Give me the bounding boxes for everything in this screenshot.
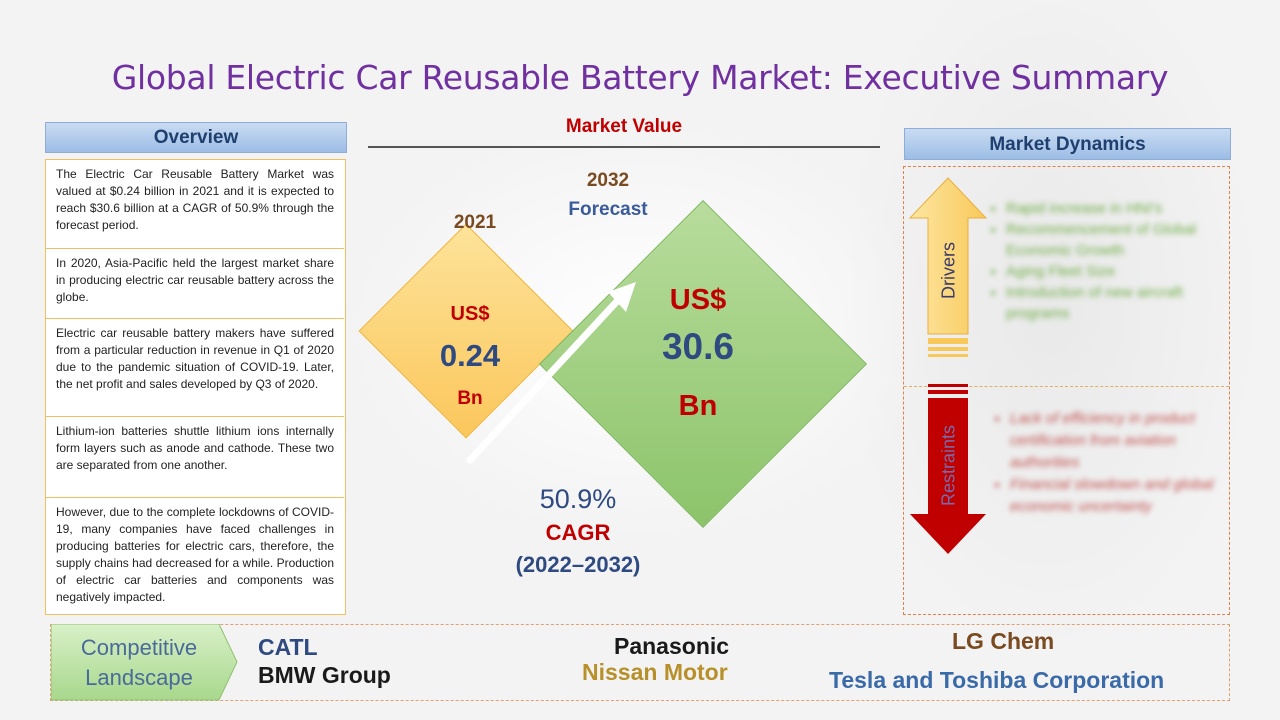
forecast-label: Forecast: [568, 199, 648, 220]
restraints-label: Restraints: [938, 424, 959, 507]
market-dynamics-header: Market Dynamics: [904, 128, 1231, 160]
unit-2021: Bn: [457, 388, 483, 409]
cagr-label: CAGR: [545, 520, 611, 545]
market-value-title: Market Value: [565, 116, 683, 137]
value-2032: 30.6: [661, 326, 734, 367]
cagr-value: 50.9%: [539, 484, 617, 514]
driver-item: Introduction of new aircraft programs: [1006, 282, 1230, 324]
company-lg-chem: LG Chem: [952, 628, 1055, 654]
label-line: Competitive: [80, 635, 198, 660]
company-bmw: BMW Group: [258, 662, 391, 688]
cagr-period: (2022–2032): [515, 552, 641, 577]
currency-2021: US$: [450, 303, 490, 325]
overview-panel: The Electric Car Reusable Battery Market…: [45, 159, 346, 615]
overview-header: Overview: [45, 122, 347, 153]
overview-item: Electric car reusable battery makers hav…: [46, 319, 344, 417]
restraint-item: Lack of efficiency in product certificat…: [1010, 408, 1230, 474]
growth-arrow-icon: [466, 282, 636, 464]
currency-2032: US$: [669, 284, 727, 316]
market-dynamics-panel: [903, 166, 1230, 615]
restraints-list: Lack of efficiency in product certificat…: [996, 408, 1230, 518]
driver-item: Recommencement of Global Economic Growth: [1006, 219, 1230, 261]
label-line: Landscape: [85, 665, 193, 690]
page-title: Global Electric Car Reusable Battery Mar…: [111, 58, 1169, 97]
drivers-label: Drivers: [938, 242, 959, 299]
year-2021-label: 2021: [453, 212, 497, 233]
competitive-landscape-label: Competitive Landscape: [64, 633, 214, 693]
overview-item: The Electric Car Reusable Battery Market…: [46, 160, 344, 249]
driver-item: Aging Fleet Size: [1006, 261, 1230, 282]
value-2021: 0.24: [439, 338, 501, 373]
company-panasonic: Panasonic: [614, 633, 730, 659]
restraint-item: Financial slowdown and global economic u…: [1010, 474, 1230, 518]
drivers-list: Rapid increase in HNI's Recommencement o…: [992, 198, 1230, 324]
overview-item: However, due to the complete lockdowns o…: [56, 505, 334, 604]
overview-item: In 2020, Asia-Pacific held the largest m…: [46, 249, 344, 319]
year-2032-label: 2032: [586, 170, 630, 191]
market-value-divider: [368, 146, 880, 148]
unit-2032: Bn: [678, 390, 718, 422]
company-nissan: Nissan Motor: [582, 659, 728, 685]
overview-item: Lithium-ion batteries shuttle lithium io…: [46, 417, 344, 498]
chevron-tag-icon: [51, 624, 238, 701]
up-arrow-icon: [908, 177, 988, 357]
dynamics-divider: [904, 386, 1229, 387]
company-catl: CATL: [258, 634, 318, 660]
company-tesla-toshiba: Tesla and Toshiba Corporation: [829, 667, 1165, 693]
driver-item: Rapid increase in HNI's: [1006, 198, 1230, 219]
down-arrow-icon: [910, 384, 986, 554]
